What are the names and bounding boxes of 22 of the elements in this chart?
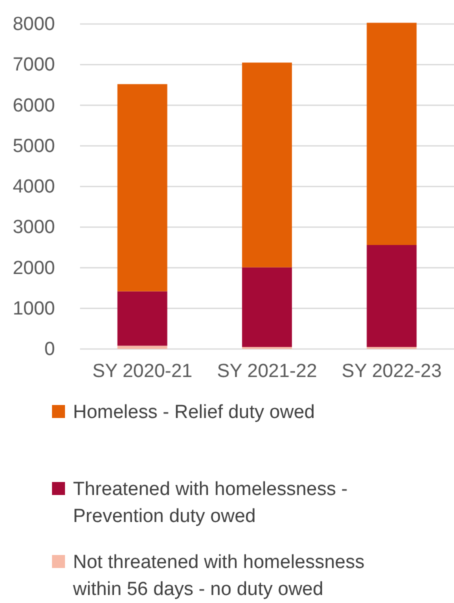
legend-label: Homeless - Relief duty owed xyxy=(73,402,315,424)
y-tick-label: 8000 xyxy=(12,14,55,36)
y-tick-label: 7000 xyxy=(12,54,55,76)
y-tick-label: 2000 xyxy=(12,258,55,279)
y-tick-label: 3000 xyxy=(12,217,55,238)
legend-label: Not threatened with homelessness within 56 days - no duty owed xyxy=(72,552,364,600)
x-tick-label: SY 2020-21 xyxy=(92,361,192,382)
y-tick-label: 1000 xyxy=(12,298,55,320)
bar xyxy=(117,346,168,349)
bar xyxy=(117,84,168,292)
bar xyxy=(117,291,168,346)
y-tick-label: 0 xyxy=(44,339,55,360)
bar xyxy=(366,245,417,347)
x-tick-label: SY 2022-23 xyxy=(342,361,442,382)
bar xyxy=(242,62,292,268)
legend-label: Threatened with homelessness - Prevention duty owed xyxy=(73,479,348,528)
y-tick-label: 5000 xyxy=(12,136,55,157)
bar xyxy=(366,22,417,245)
x-tick-label: SY 2021-22 xyxy=(216,361,318,382)
y-tick-label: 4000 xyxy=(12,176,55,198)
bar xyxy=(242,267,292,347)
y-tick-label: 6000 xyxy=(12,95,55,116)
